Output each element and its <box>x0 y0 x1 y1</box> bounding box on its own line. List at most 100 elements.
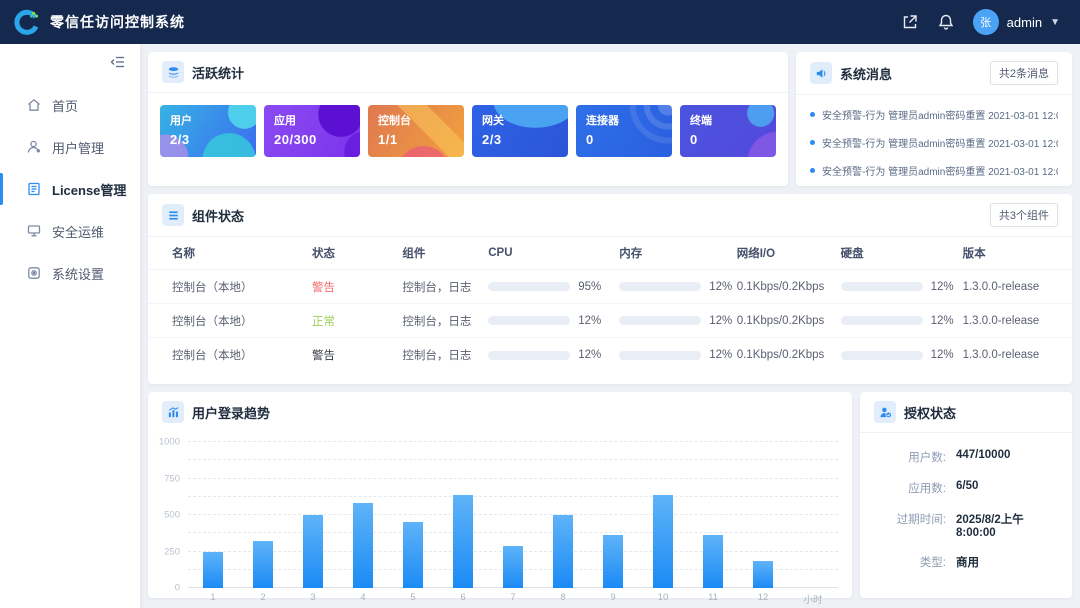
login-trend-chart: 0 250 500 750 1000 <box>159 437 838 594</box>
stat-card-value: 1/1 <box>378 132 398 147</box>
stat-card-label: 连接器 <box>586 115 619 127</box>
component-name: 控制台（本地） <box>172 315 253 328</box>
status-badge: 警告 <box>312 350 336 362</box>
chart-bar <box>352 503 373 588</box>
column-header: 网络I/O <box>736 248 776 260</box>
stat-card-value: 2/3 <box>482 132 502 147</box>
gridline <box>188 532 838 534</box>
x-axis-tick: 2 <box>260 592 266 603</box>
stats-stack-icon <box>162 61 184 83</box>
stat-card-label: 终端 <box>690 115 712 127</box>
sidebar-item-用户管理[interactable]: 用户管理 <box>0 128 140 166</box>
sidebar-item-安全运维[interactable]: 安全运维 <box>0 212 140 250</box>
license-row-value: 447/10000 <box>956 449 1011 461</box>
bell-icon[interactable] <box>937 13 955 31</box>
components-count-badge: 共3个组件 <box>989 203 1058 227</box>
sidebar-item-首页[interactable]: 首页 <box>0 86 140 124</box>
memory-progress-label: 12% <box>709 349 733 361</box>
stat-card-控制台: 控制台 1/1 <box>368 105 464 157</box>
table-header-row: 名称 状态 组件 CPU 内存 网络I/O 硬盘 版本 <box>148 237 1072 270</box>
y-axis-tick: 750 <box>164 473 180 484</box>
message-text: 安全预警-行为 管理员admin密码重置 2021-03-01 12:00:00 <box>822 111 1058 122</box>
memory-progress: 12% <box>619 315 736 327</box>
disk-progress-label: 12% <box>930 314 954 327</box>
table-row: 控制台（本地） 正常 控制台，日志 12% 12% 0.1Kbps/0.2Kbps 12% 1… <box>148 304 1072 338</box>
license-row-value: 商用 <box>956 557 979 569</box>
login-trend-title: 用户登录趋势 <box>192 405 271 421</box>
component-name: 控制台（本地） <box>172 350 253 362</box>
main-content: 活跃统计 用户 2/3 应用 20/300 控制台 1/1 网关 2/3 连接器 0 终端 0 系统消… <box>140 44 1080 608</box>
sidebar-item-label: 用户管理 <box>52 140 105 156</box>
chart-bar <box>453 494 473 588</box>
stat-card-value: 20/300 <box>274 132 317 147</box>
memory-progress-label: 12% <box>709 314 733 327</box>
column-header: 版本 <box>962 248 986 260</box>
ops-icon <box>26 223 42 239</box>
sidebar-item-label: License管理 <box>52 182 127 198</box>
table-row: 控制台（本地） 警告 控制台，日志 95% 12% 0.1Kbps/0.2Kbps 12% 1… <box>148 270 1072 304</box>
license-row: 用户数: 447/10000 <box>874 449 1058 465</box>
column-header: 内存 <box>619 248 643 260</box>
column-header: 状态 <box>312 248 336 260</box>
column-header: CPU <box>488 247 513 259</box>
column-header: 名称 <box>172 248 195 260</box>
user-check-icon <box>874 401 896 423</box>
status-badge: 正常 <box>312 315 336 328</box>
x-axis-tick: 10 <box>657 592 669 603</box>
x-axis-tick: 9 <box>610 592 616 603</box>
avatar[interactable]: 张 <box>972 9 999 35</box>
x-axis-tick: 8 <box>560 592 566 603</box>
settings-icon <box>26 265 42 281</box>
network-io-value: 0.1Kbps/0.2Kbps <box>736 314 825 327</box>
message-item: 安全预警-行为 管理员admin密码重置 2021-03-01 12:00:00 <box>810 135 1058 150</box>
messages-count-badge: 共2条消息 <box>989 61 1058 85</box>
top-navbar: 零信任访问控制系统 张 admin ▼ <box>0 0 1080 44</box>
license-status-title: 授权状态 <box>904 405 957 421</box>
license-row-label: 类型: <box>919 557 946 569</box>
cpu-progress-label: 12% <box>578 349 602 361</box>
stat-card-网关: 网关 2/3 <box>472 105 568 157</box>
sidebar: 首页用户管理 License管理 安全运维系统设置 <box>0 44 140 608</box>
y-axis-tick: 1000 <box>158 436 180 448</box>
export-icon[interactable] <box>901 13 919 31</box>
component-modules: 控制台，日志 <box>402 315 472 328</box>
chart-bar <box>303 515 323 588</box>
sidebar-item-label: 系统设置 <box>52 266 105 282</box>
message-item: 安全预警-行为 管理员admin密码重置 2021-03-01 12:00:00 <box>810 163 1058 178</box>
chart-bar <box>703 535 723 588</box>
list-icon <box>162 204 184 226</box>
chart-bar <box>603 535 623 588</box>
version-value: 1.3.0.0-release <box>962 280 1040 293</box>
username-label: admin <box>1006 14 1043 30</box>
app-logo-icon <box>14 9 40 35</box>
stat-card-应用: 应用 20/300 <box>264 105 360 157</box>
stat-card-连接器: 连接器 0 <box>576 105 672 157</box>
disk-progress: 12% <box>840 314 963 327</box>
message-text: 安全预警-行为 管理员admin密码重置 2021-03-01 12:00:00 <box>822 167 1058 178</box>
license-status-panel: 授权状态 用户数: 447/10000 应用数: 6/50 过期时间: 2025/8/2上… <box>860 392 1072 598</box>
active-stats-panel: 活跃统计 用户 2/3 应用 20/300 控制台 1/1 网关 2/3 连接器 0 终端 0 <box>148 52 788 186</box>
chart-bar <box>253 541 273 588</box>
chart-bar <box>553 515 573 588</box>
cpu-progress-label: 95% <box>578 280 602 293</box>
bullet-dot-icon <box>810 140 815 145</box>
sidebar-item-label: 安全运维 <box>52 224 105 240</box>
stat-card-用户: 用户 2/3 <box>160 105 256 157</box>
speaker-icon <box>810 62 832 84</box>
user-menu[interactable]: 张 admin ▼ <box>972 9 1060 35</box>
x-axis-tick: 7 <box>510 592 516 603</box>
y-axis-tick: 0 <box>174 582 180 594</box>
column-header: 组件 <box>402 248 426 260</box>
x-axis-unit-label: 小时 <box>803 595 823 606</box>
chart-bar <box>653 494 673 588</box>
x-axis-tick: 1 <box>210 592 216 603</box>
license-row-label: 用户数: <box>908 452 946 464</box>
x-axis-tick: 5 <box>410 592 416 603</box>
sidebar-collapse-button[interactable] <box>0 44 140 72</box>
sidebar-item-License管理[interactable]: License管理 <box>0 170 140 208</box>
gridline: 1000 <box>159 437 838 448</box>
gridline <box>188 495 838 497</box>
cpu-progress-label: 12% <box>578 314 602 327</box>
home-icon <box>26 97 42 113</box>
sidebar-item-系统设置[interactable]: 系统设置 <box>0 254 140 292</box>
